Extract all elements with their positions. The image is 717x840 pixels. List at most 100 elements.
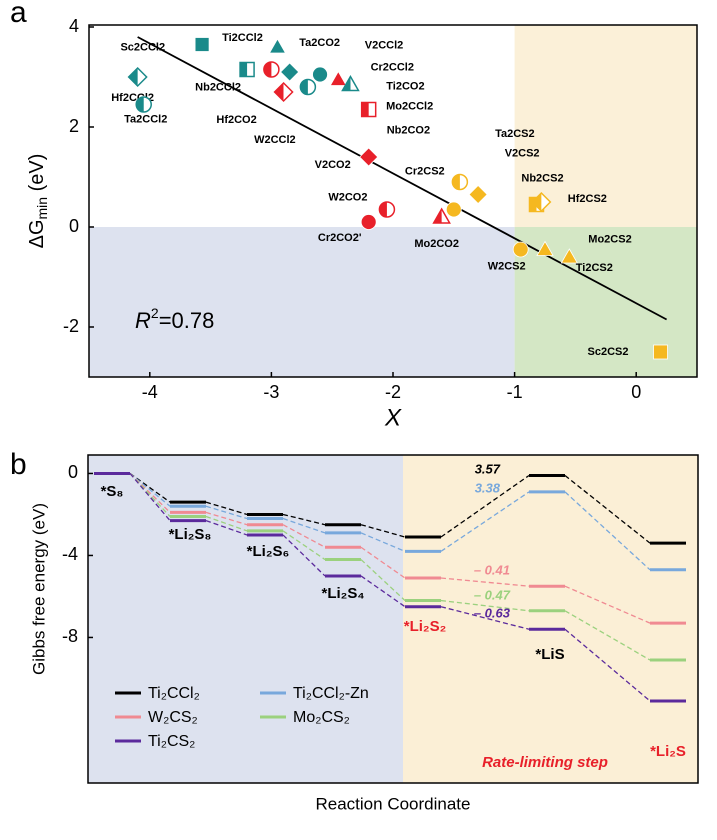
marker-part — [445, 201, 462, 218]
step-label: *LiS — [535, 646, 564, 663]
x-tick-label: -4 — [142, 382, 158, 402]
point-label: Nb2CO2 — [387, 124, 430, 136]
marker-part — [300, 79, 308, 95]
y-tick-label: 0 — [69, 216, 79, 236]
connector — [282, 517, 326, 534]
connector — [205, 501, 248, 516]
connector — [440, 491, 530, 552]
data-point — [445, 201, 462, 218]
panel-label: a — [10, 0, 27, 29]
point-label: Hf2CO2 — [216, 114, 256, 126]
marker-part — [268, 38, 287, 54]
legend-label: Ti₂CCl₂-Zn — [293, 685, 369, 702]
panel-label: b — [10, 448, 27, 481]
y-axis-label-part: min — [34, 197, 50, 220]
plot-frame — [87, 454, 699, 784]
point-label: Ta2CCl2 — [124, 113, 167, 125]
region — [89, 227, 515, 377]
annotation-part: =0.78 — [159, 308, 215, 333]
fit-line — [137, 36, 668, 321]
y-tick-label: 2 — [69, 116, 79, 136]
marker-part — [240, 62, 248, 77]
y-axis-label-part: ΔG — [26, 219, 48, 248]
data-point — [432, 207, 451, 224]
legend-label: W₂CS₂ — [148, 709, 198, 726]
data-point — [280, 62, 300, 82]
marker-part — [560, 248, 579, 264]
step-label: *Li₂S₆ — [247, 543, 290, 560]
connector — [440, 599, 530, 612]
data-point — [360, 101, 377, 118]
x-axis-label: X — [384, 404, 402, 431]
step-annotation: – 0.41 — [474, 562, 510, 577]
point-label: Ti2CCl2 — [222, 32, 263, 44]
marker-part — [360, 214, 377, 230]
step-annotation: – 0.47 — [474, 587, 511, 602]
step-annotation: – 0.63 — [474, 605, 511, 620]
point-label: V2CCl2 — [365, 39, 404, 51]
point-label: Cr2CS2 — [405, 165, 445, 177]
region — [514, 25, 697, 227]
connector — [564, 628, 651, 702]
point-label: W2CO2 — [328, 191, 367, 203]
connector — [440, 606, 530, 630]
data-point — [273, 81, 294, 103]
legend-label: Mo₂CS₂ — [293, 709, 350, 726]
point-label: Sc2CS2 — [588, 346, 629, 358]
point-label: W2CCl2 — [254, 134, 296, 146]
data-point — [329, 70, 347, 86]
data-point — [359, 147, 379, 167]
marker-part — [433, 209, 442, 223]
y-axis-label: Gibbs free energy (eV) — [29, 503, 48, 675]
data-point — [451, 173, 469, 191]
data-point — [263, 61, 280, 78]
data-point — [360, 214, 377, 230]
data-point — [468, 184, 488, 205]
data-point — [312, 66, 328, 83]
region-label: Rate-limiting step — [482, 754, 608, 771]
marker-part — [280, 62, 300, 82]
marker-part — [312, 66, 328, 83]
marker-part — [274, 83, 284, 101]
y-tick-label: -4 — [62, 544, 78, 564]
point-label: Nb2CS2 — [521, 172, 563, 184]
connector — [564, 474, 651, 544]
data-point — [536, 240, 554, 256]
annotation: R2=0.78 — [135, 305, 214, 333]
y-tick-label: -2 — [63, 316, 79, 336]
data-point — [127, 66, 148, 88]
step-label: *Li₂S₂ — [404, 618, 447, 635]
connector — [360, 575, 406, 608]
data-point — [531, 191, 552, 213]
connector — [205, 519, 248, 536]
point-label: Ti2CS2 — [576, 262, 613, 274]
marker-part — [529, 197, 537, 212]
y-tick-label: 0 — [68, 462, 78, 482]
marker-part — [379, 202, 387, 217]
x-tick-label: -3 — [263, 382, 279, 402]
point-label: Nb2CCl2 — [195, 81, 241, 93]
data-point — [194, 37, 210, 52]
point-label: V2CS2 — [505, 147, 540, 159]
step-label: *Li₂S₈ — [169, 526, 212, 543]
data-point — [653, 344, 668, 360]
step-annotation: 3.57 — [475, 461, 501, 476]
background — [403, 455, 698, 783]
connector — [440, 577, 530, 587]
data-point — [341, 74, 360, 92]
point-label: Mo2CO2 — [414, 238, 459, 250]
marker-part — [136, 97, 144, 112]
step-annotation: 3.38 — [475, 480, 501, 495]
connector — [360, 546, 406, 579]
point-label: Ti2CO2 — [386, 80, 424, 92]
point-label: Cr2CCl2 — [371, 61, 414, 73]
marker-part — [128, 68, 138, 86]
marker-part — [361, 102, 369, 117]
legend-label: Ti₂CCl₂ — [148, 685, 200, 702]
marker-part — [452, 174, 460, 190]
point-label: Cr2CO2' — [318, 232, 362, 244]
marker-part — [329, 70, 347, 86]
y-axis-label-part: (eV) — [26, 154, 48, 197]
point-label: Mo2CS2 — [588, 233, 631, 245]
